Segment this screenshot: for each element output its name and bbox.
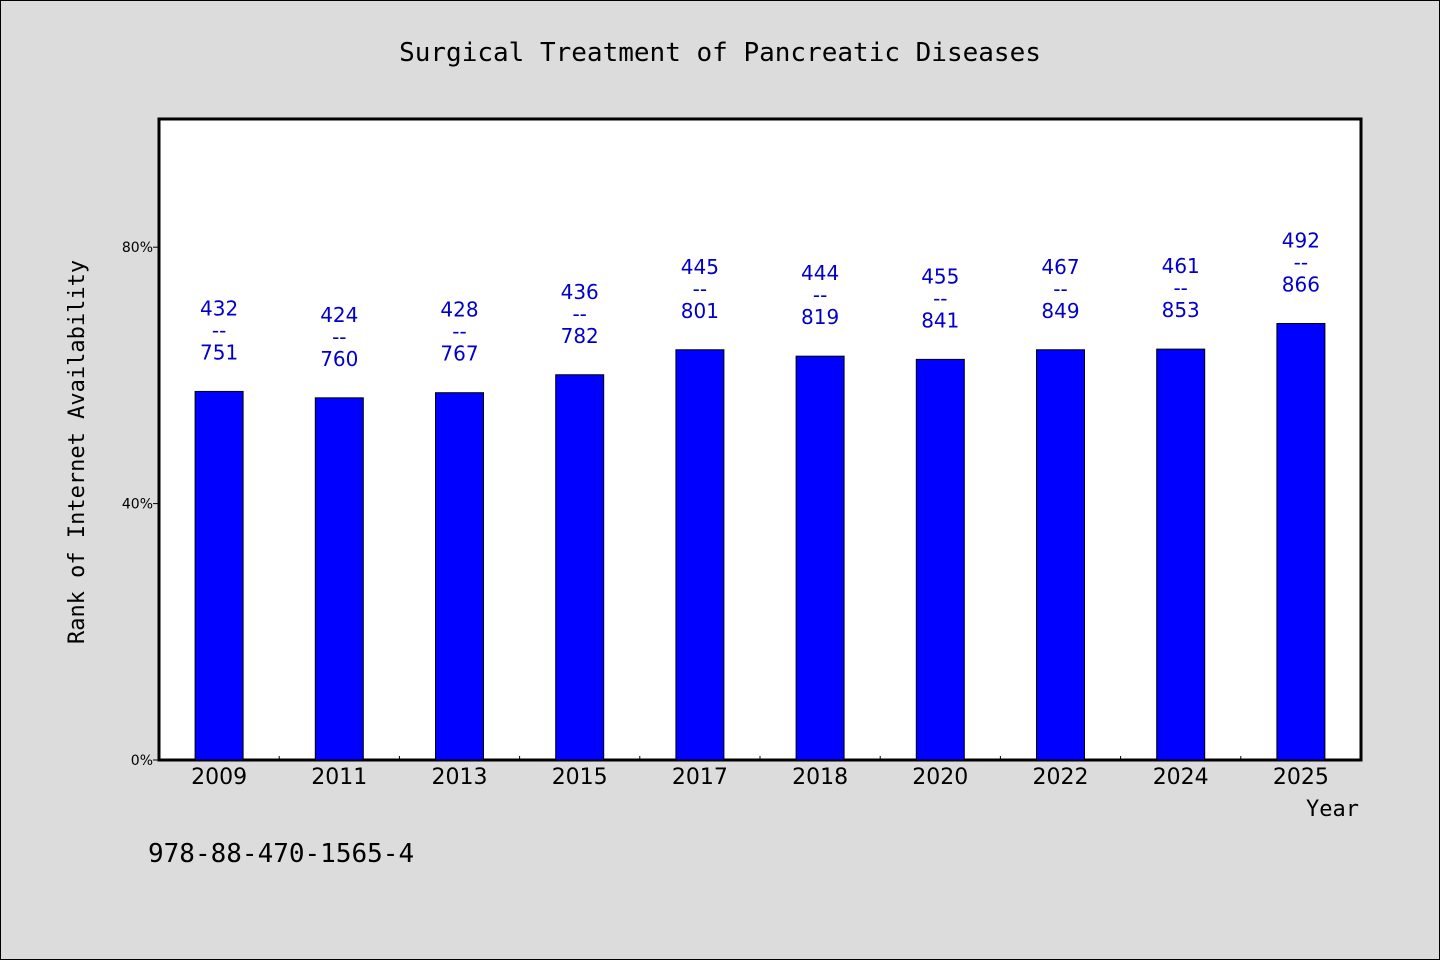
x-tick-label-2020: 2020 xyxy=(912,765,968,790)
data-label-bottom-2018: 819 xyxy=(801,305,839,329)
data-labels-group: 432--751424--760428--767436--782445--801… xyxy=(200,228,1320,370)
x-tick-label-2011: 2011 xyxy=(311,765,367,790)
x-tick-label-2025: 2025 xyxy=(1273,765,1329,790)
x-axis: 2009 2011 2013 2015 2017 2018 2020 2022 2024 2025 xyxy=(191,756,1329,790)
x-tick-label-2018: 2018 xyxy=(792,765,848,790)
data-label-sep-2020: -- xyxy=(933,286,947,310)
x-axis-label: Year xyxy=(1306,797,1359,822)
bar-2015 xyxy=(555,374,605,761)
data-label-sep-2013: -- xyxy=(452,320,466,344)
bar-2025 xyxy=(1276,322,1326,761)
data-label-bottom-2020: 841 xyxy=(921,308,959,332)
data-label-top-2024: 461 xyxy=(1162,254,1200,278)
data-label-top-2015: 436 xyxy=(561,280,599,304)
y-tick-label: 80% xyxy=(122,240,153,256)
isbn-footnote: 978-88-470-1565-4 xyxy=(148,839,414,869)
data-label-bottom-2015: 782 xyxy=(561,324,599,348)
data-label-sep-2025: -- xyxy=(1294,250,1308,274)
y-axis-label: Rank of Internet Availability xyxy=(65,260,90,644)
y-tick-label: 0% xyxy=(131,753,153,769)
data-label-sep-2015: -- xyxy=(572,302,586,326)
data-label-top-2022: 467 xyxy=(1041,255,1079,279)
bar-2011 xyxy=(314,397,364,761)
bars-group xyxy=(194,322,1326,761)
bar-2013 xyxy=(435,392,484,761)
data-label-sep-2011: -- xyxy=(332,325,346,349)
data-label-bottom-2011: 760 xyxy=(320,347,358,371)
data-label-top-2009: 432 xyxy=(200,296,238,320)
data-label-top-2011: 424 xyxy=(320,303,358,327)
x-tick-label-2009: 2009 xyxy=(191,765,247,790)
bar-2020 xyxy=(915,358,965,761)
data-label-bottom-2024: 853 xyxy=(1162,298,1200,322)
bar-2018 xyxy=(795,355,845,761)
data-label-bottom-2013: 767 xyxy=(440,342,478,366)
data-label-sep-2022: -- xyxy=(1053,277,1067,301)
data-label-top-2017: 445 xyxy=(681,255,719,279)
x-tick-label-2015: 2015 xyxy=(552,765,608,790)
data-label-sep-2018: -- xyxy=(813,283,827,307)
chart-title: Surgical Treatment of Pancreatic Disease… xyxy=(399,38,1041,68)
data-label-bottom-2017: 801 xyxy=(681,299,719,323)
x-tick-label-2013: 2013 xyxy=(432,765,488,790)
bar-2009 xyxy=(194,390,244,761)
data-label-top-2018: 444 xyxy=(801,261,839,285)
data-label-top-2025: 492 xyxy=(1282,228,1320,252)
x-tick-label-2022: 2022 xyxy=(1033,765,1089,790)
bar-2022 xyxy=(1036,349,1085,761)
data-label-sep-2017: -- xyxy=(693,277,707,301)
data-label-sep-2024: -- xyxy=(1173,276,1187,300)
data-label-sep-2009: -- xyxy=(212,318,226,342)
data-label-top-2020: 455 xyxy=(921,264,959,288)
data-label-bottom-2009: 751 xyxy=(200,340,238,364)
y-axis: 0% 40% 80% xyxy=(122,240,159,769)
data-label-top-2013: 428 xyxy=(440,298,478,322)
bar-2017 xyxy=(675,349,725,761)
data-label-bottom-2025: 866 xyxy=(1282,272,1320,296)
data-label-bottom-2022: 849 xyxy=(1041,299,1079,323)
x-tick-label-2017: 2017 xyxy=(672,765,728,790)
y-tick-label: 40% xyxy=(122,497,153,513)
x-tick-label-2024: 2024 xyxy=(1153,765,1209,790)
bar-2024 xyxy=(1156,348,1206,761)
